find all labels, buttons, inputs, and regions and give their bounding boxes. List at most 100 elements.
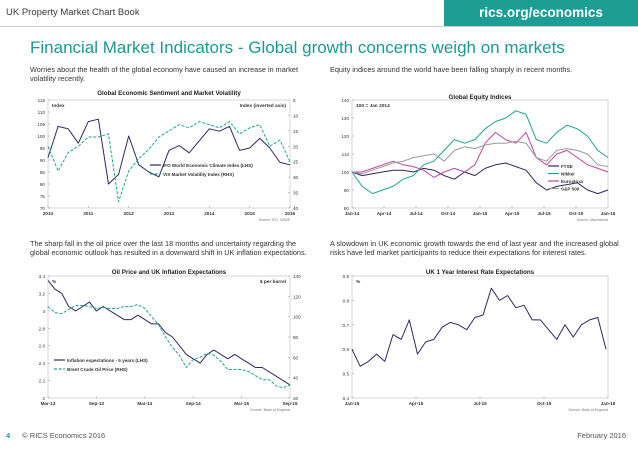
y-tick-label: 2.4 xyxy=(39,361,46,366)
y-tick-label: 0.6 xyxy=(343,347,350,352)
y-tick-label: 80 xyxy=(40,182,46,187)
x-tick-label: Jul-15 xyxy=(537,211,551,216)
x-tick-label: Jul-14 xyxy=(409,211,423,216)
y2-tick-label: 20 xyxy=(293,396,299,401)
left-axis-label: Index xyxy=(52,103,65,109)
legend-label: Eurostoxx xyxy=(561,179,584,184)
chart-title: Oil Price and UK Inflation Expectations xyxy=(112,269,227,276)
plot-frame xyxy=(351,275,609,399)
y-tick-label: 0.8 xyxy=(343,298,350,303)
brand-link[interactable]: rics.org/economics xyxy=(444,0,638,26)
footer-left: 4 © RICS Economics 2016 xyxy=(6,431,105,440)
source-note: Source: Macrobond xyxy=(577,218,609,222)
series-line xyxy=(351,140,609,175)
oil-chart-svg: Oil Price and UK Inflation Expectations 2… xyxy=(39,269,302,412)
x-tick-label: Jan-16 xyxy=(601,211,616,216)
x-tick-label: 2016 xyxy=(285,211,296,216)
y-tick-label: 0.5 xyxy=(343,372,350,377)
equity-chart-svg: Global Equity Indices 80 90 100 110 120 130 140… xyxy=(341,94,616,222)
y-tick-label: 120 xyxy=(341,134,349,139)
series-line xyxy=(47,280,291,386)
x-tick-label: Mar-15 xyxy=(234,401,249,406)
x-tick-label: Sep-13 xyxy=(89,401,105,406)
y-tick-label: 130 xyxy=(341,116,349,121)
y-tick-label: 100 xyxy=(341,170,349,175)
right-axis-label: $ per barrel xyxy=(260,279,286,285)
x-tick-label: Oct-15 xyxy=(537,401,552,406)
series-line xyxy=(351,287,607,367)
y-tick-label: 75 xyxy=(40,194,46,199)
x-tick-label: Jan-14 xyxy=(345,211,360,216)
y-tick-label: 0.9 xyxy=(343,274,350,279)
y-tick-label: 110 xyxy=(342,152,350,157)
page-number: 4 xyxy=(6,431,11,440)
series-line xyxy=(47,304,291,389)
sentiment-chart-svg: Global Economic Sentiment and Market Vol… xyxy=(37,90,299,222)
y2-tick-label: 80 xyxy=(293,335,299,340)
series-line xyxy=(351,110,609,195)
x-tick-label: Mar-14 xyxy=(137,401,152,406)
x-tick-label: 2013 xyxy=(164,211,175,216)
x-tick-label: Jan-15 xyxy=(345,401,360,406)
y-tick-label: 3.4 xyxy=(39,274,46,279)
x-tick-label: Jan-15 xyxy=(473,211,488,216)
y-tick-label: 0.7 xyxy=(343,323,350,328)
x-tick-label: 2010 xyxy=(43,211,54,216)
chart-title: UK 1 Year Interest Rate Expectations xyxy=(426,269,535,276)
y-tick-label: 2.6 xyxy=(39,344,46,349)
y-tick-label: 90 xyxy=(344,188,350,193)
sentiment-chart: Global Economic Sentiment and Market Vol… xyxy=(26,86,312,232)
y-tick-label: 2.8 xyxy=(39,326,46,331)
legend-label: Brent Crude Oil Price (RHS) xyxy=(67,367,128,372)
series-line xyxy=(47,118,291,185)
legend-label: FTSE xyxy=(561,164,573,169)
y2-tick-label: 5 xyxy=(293,98,296,103)
y2-tick-label: 20 xyxy=(293,144,299,149)
x-tick-label: Apr-15 xyxy=(505,211,520,216)
x-tick-label: Jul-15 xyxy=(473,401,487,406)
y-tick-label: 140 xyxy=(341,98,349,103)
legend-label: S&P 500 xyxy=(561,186,580,191)
source-note: Source: Bank of England xyxy=(568,408,609,412)
interest-chart-svg: UK 1 Year Interest Rate Expectations 0.4 0… xyxy=(343,269,616,412)
interest-chart: UK 1 Year Interest Rate Expectations 0.4 0… xyxy=(330,266,620,414)
y-tick-label: 3 xyxy=(42,309,45,314)
series-line xyxy=(47,121,291,203)
y-tick-label: 2.2 xyxy=(39,379,46,384)
x-tick-label: 2012 xyxy=(124,211,135,216)
legend-label: Inflation expectations - 5 years (LHS) xyxy=(67,358,148,363)
equity-chart: Global Equity Indices 80 90 100 110 120 130 140… xyxy=(330,86,620,232)
y-tick-label: 110 xyxy=(38,110,46,115)
x-tick-label: Mar-13 xyxy=(41,401,56,406)
legend-label: IFO World Economic Climate Index (LHS) xyxy=(163,163,253,168)
series-line xyxy=(351,162,609,195)
x-tick-label: 2015 xyxy=(245,211,256,216)
y-tick-label: 3.2 xyxy=(39,291,46,296)
y-tick-label: 0.4 xyxy=(343,396,350,401)
y-tick-label: 95 xyxy=(40,146,46,151)
y2-tick-label: 100 xyxy=(293,315,301,320)
header-divider xyxy=(0,26,638,27)
x-tick-label: Sep-14 xyxy=(186,401,202,406)
x-tick-label: Sep-15 xyxy=(282,401,298,406)
book-title: UK Property Market Chart Book xyxy=(6,7,140,18)
right-axis-label: Index (inverted axis) xyxy=(240,103,287,109)
y-tick-label: 90 xyxy=(40,158,46,163)
paragraph-volatility: Worries about the health of the global e… xyxy=(30,65,298,83)
left-axis-label: 100 = Jan 2014 xyxy=(356,103,390,109)
y2-tick-label: 140 xyxy=(293,274,301,279)
y2-tick-label: 15 xyxy=(293,129,299,134)
y2-tick-label: 120 xyxy=(293,294,301,299)
source-note: Source: IFO, CBOE xyxy=(258,218,290,222)
paragraph-equity: Equity indices around the world have bee… xyxy=(330,65,573,74)
y2-tick-label: 40 xyxy=(293,376,299,381)
y2-tick-label: 40 xyxy=(293,206,299,211)
paragraph-inflation: The sharp fall in the oil price over the… xyxy=(30,239,307,257)
y-tick-label: 80 xyxy=(344,206,350,211)
legend-label: VIX Market Volatility Index (RHS) xyxy=(163,172,234,177)
plot-frame xyxy=(47,99,291,209)
y2-tick-label: 25 xyxy=(293,160,299,165)
left-axis-label: % xyxy=(356,279,361,285)
paragraph-interest: A slowdown in UK economic growth towards… xyxy=(330,239,619,257)
chart-title: Global Equity Indices xyxy=(449,94,512,101)
